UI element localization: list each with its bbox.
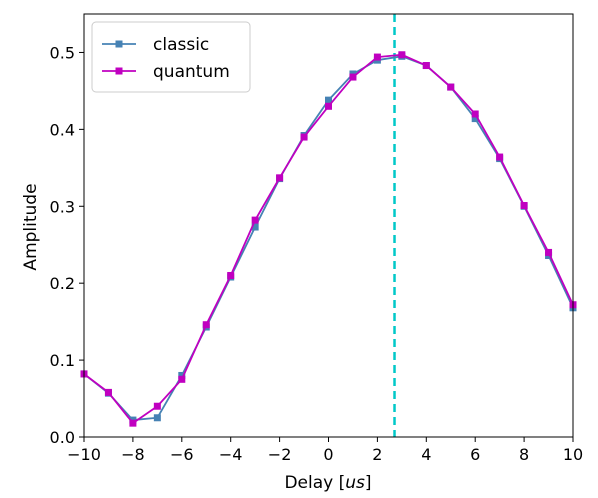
data-point-quantum bbox=[422, 62, 430, 70]
data-point-quantum bbox=[520, 202, 528, 210]
legend-label-classic: classic bbox=[153, 35, 209, 55]
y-tick-label: 0.4 bbox=[50, 120, 75, 139]
data-point-quantum bbox=[202, 321, 210, 329]
y-tick-label: 0.3 bbox=[50, 197, 75, 216]
data-point-quantum bbox=[276, 174, 284, 182]
x-tick-label: 4 bbox=[421, 445, 431, 464]
data-point-classic bbox=[153, 414, 161, 422]
data-point-quantum bbox=[471, 110, 479, 118]
data-point-quantum bbox=[398, 51, 406, 59]
x-tick-label: −6 bbox=[170, 445, 194, 464]
data-point-quantum bbox=[300, 133, 308, 141]
data-point-classic bbox=[251, 223, 259, 231]
data-point-quantum bbox=[178, 375, 186, 383]
data-point-quantum bbox=[373, 53, 381, 61]
x-tick-label: 8 bbox=[519, 445, 529, 464]
data-point-classic bbox=[178, 371, 186, 379]
data-point-quantum bbox=[545, 248, 553, 256]
x-tick-label: −2 bbox=[268, 445, 292, 464]
data-point-quantum bbox=[153, 402, 161, 410]
y-axis-label: Amplitude bbox=[21, 183, 41, 270]
data-point-quantum bbox=[251, 216, 259, 224]
legend-marker-quantum bbox=[115, 67, 123, 75]
legend-frame bbox=[91, 21, 251, 93]
x-tick-label: −10 bbox=[67, 445, 101, 464]
data-point-quantum bbox=[104, 388, 112, 396]
x-tick-label: 2 bbox=[372, 445, 382, 464]
x-axis-label-main: Delay [ bbox=[284, 473, 345, 493]
legend-marker-classic bbox=[115, 40, 123, 48]
y-tick-label: 0.5 bbox=[50, 43, 75, 62]
y-tick-label: 0.2 bbox=[50, 274, 75, 293]
x-tick-label: −4 bbox=[219, 445, 243, 464]
data-point-quantum bbox=[349, 73, 357, 81]
x-tick-label: 0 bbox=[323, 445, 333, 464]
series-line-quantum bbox=[83, 53, 574, 425]
data-point-quantum bbox=[496, 153, 504, 161]
data-point-quantum bbox=[227, 271, 235, 279]
axes: −10 −8 −6 −4 −2 0 2 4 6 8 10 0.0 0.1 0.2 0.3 0.4 0.5 bbox=[50, 13, 583, 464]
legend: classic quantum bbox=[91, 21, 251, 93]
y-tick-label: 0.1 bbox=[50, 351, 75, 370]
x-axis-label-suffix: ] bbox=[365, 473, 372, 493]
y-tick-label: 0.0 bbox=[50, 428, 75, 447]
series-line-classic bbox=[83, 55, 574, 421]
x-tick-label: 10 bbox=[563, 445, 583, 464]
x-axis-label: Delay [us] bbox=[284, 473, 371, 493]
data-point-quantum bbox=[325, 102, 332, 110]
data-point-quantum bbox=[129, 419, 137, 427]
data-point-classic bbox=[325, 96, 332, 104]
data-point-quantum bbox=[447, 83, 455, 91]
data-point-classic bbox=[471, 115, 479, 123]
x-tick-label: −8 bbox=[121, 445, 145, 464]
legend-label-quantum: quantum bbox=[153, 62, 230, 82]
x-axis-label-unit: us bbox=[345, 473, 365, 493]
x-tick-label: 6 bbox=[470, 445, 480, 464]
